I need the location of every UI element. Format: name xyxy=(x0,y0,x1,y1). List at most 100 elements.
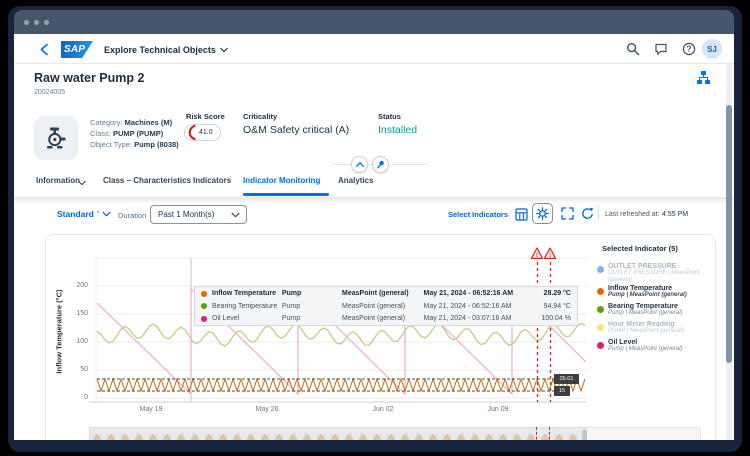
help-icon[interactable]: ? xyxy=(682,42,696,56)
gear-icon xyxy=(536,207,549,220)
object-attributes: Category: Machines (M) Class: PUMP (PUMP… xyxy=(90,117,179,150)
tab-indicators[interactable]: Indicators xyxy=(193,176,232,185)
x-tick: May 19 xyxy=(139,406,163,413)
x-tick: Jun 09 xyxy=(487,406,509,413)
indicator-chart-card: Inflow Temperature (°C) 200 150 100 50 0 xyxy=(45,234,716,440)
y-tick: 150 xyxy=(76,310,88,317)
alert-lines xyxy=(536,262,552,402)
page-subtitle: 20024005 xyxy=(34,89,66,96)
tooltip-row: Inflow Temperature Pump MeasPoint (general… xyxy=(201,288,571,300)
sap-logo: SAP xyxy=(61,41,93,58)
legend-dot xyxy=(597,324,604,331)
overview-wave-pattern xyxy=(92,434,586,440)
back-icon[interactable] xyxy=(40,43,49,56)
status-label: Status xyxy=(378,112,401,121)
pin-icon xyxy=(377,160,384,169)
window-control-dot[interactable] xyxy=(34,20,39,25)
tab-class-characteristics[interactable]: Class – Characteristics xyxy=(103,176,192,185)
series-dot xyxy=(201,303,207,309)
status-value: Installed xyxy=(378,124,418,136)
criticality-value: O&M Safety critical (A) xyxy=(243,124,350,136)
series-dot xyxy=(201,290,207,297)
risk-gauge-icon xyxy=(188,124,196,141)
series-bearing-temperature xyxy=(96,322,586,347)
chart-settings-button[interactable] xyxy=(532,203,553,224)
chat-icon[interactable] xyxy=(654,42,668,56)
legend-item-oil-level[interactable]: Oil Level Pump | MeasPoint (general) xyxy=(608,339,683,352)
legend-title: Selected Indicator (5) xyxy=(602,244,678,253)
x-tick: Jun 02 xyxy=(372,406,394,413)
window-control-dot[interactable] xyxy=(24,20,29,25)
tab-information[interactable]: Information xyxy=(36,176,80,185)
attribute-object-type: Object Type: Pump (8038) xyxy=(90,140,179,149)
tabbar-shadow xyxy=(14,198,734,204)
chart-plot[interactable]: ! ! xyxy=(46,235,717,440)
legend-dot xyxy=(597,266,604,273)
threshold-value-badge: 35.01 xyxy=(554,374,579,384)
threshold-lines xyxy=(97,378,554,392)
overview-alert-line xyxy=(549,427,550,440)
page-scrollbar-thumb[interactable] xyxy=(726,105,732,363)
chevron-down-icon xyxy=(220,47,228,52)
pump-icon xyxy=(47,127,66,149)
threshold-value-badge: 15 xyxy=(554,386,570,396)
selected-tab-underline xyxy=(243,193,329,196)
svg-text:!: ! xyxy=(536,253,538,259)
legend-dot xyxy=(597,288,604,295)
chevron-up-icon xyxy=(355,162,364,167)
series-oil-level xyxy=(96,287,587,396)
tab-information-chevron-icon[interactable] xyxy=(78,180,86,186)
collapse-header-button[interactable] xyxy=(351,156,368,173)
search-icon[interactable] xyxy=(626,42,640,56)
object-icon-tile xyxy=(34,116,78,160)
app-title-menu[interactable]: Explore Technical Objects xyxy=(104,41,228,58)
tooltip-row: Bearing Temperature Pump MeasPoint (genera… xyxy=(201,300,571,312)
view-selector[interactable]: Standard * xyxy=(57,207,111,221)
pin-header-button[interactable] xyxy=(372,156,389,173)
attribute-class: Class: PUMP (PUMP) xyxy=(90,129,164,138)
series-inflow xyxy=(96,377,586,393)
legend-dot xyxy=(597,342,604,349)
duration-chevron-icon xyxy=(231,212,240,217)
alert-icon[interactable]: ! xyxy=(543,247,557,259)
y-tick: 0 xyxy=(84,394,88,401)
legend-item-outlet-pressure[interactable]: OUTLET PRESSURE OUTLET PRESSURE | MeasPoi… xyxy=(608,263,700,283)
criticality-label: Criticality xyxy=(243,112,278,121)
legend-item-hour-meter-reading[interactable]: Hour Meter Reading PUMP | MeasPoint (gene… xyxy=(608,321,685,334)
risk-score-chip[interactable]: 41.0 xyxy=(184,124,221,141)
window-control-dot[interactable] xyxy=(44,20,49,25)
last-refreshed-value: 4:55 PM xyxy=(662,211,689,218)
duration-label: Duration xyxy=(118,211,147,220)
table-view-icon[interactable] xyxy=(515,208,528,221)
sap-logo-text: SAP xyxy=(64,44,86,55)
svg-text:!: ! xyxy=(549,253,551,259)
chart-overview-window[interactable] xyxy=(89,427,587,440)
y-tick: 100 xyxy=(76,338,88,345)
duration-select[interactable]: Past 1 Month(s) xyxy=(150,205,247,224)
view-modified-marker: * xyxy=(96,211,100,217)
overview-waves-path xyxy=(92,434,586,440)
overview-alert-line xyxy=(536,427,537,440)
alert-icon[interactable]: ! xyxy=(530,247,544,259)
tab-analytics[interactable]: Analytics xyxy=(338,176,374,185)
attribute-category: Category: Machines (M) xyxy=(90,118,173,127)
select-indicators-link[interactable]: Select Indicators xyxy=(448,210,509,219)
tabbar-border xyxy=(14,197,734,198)
duration-value: Past 1 Month(s) xyxy=(158,210,215,219)
risk-score-value: 41.0 xyxy=(199,129,213,136)
refresh-icon[interactable] xyxy=(581,207,594,220)
legend-item-bearing-temperature[interactable]: Bearing Temperature Pump | MeasPoint (gen… xyxy=(608,303,683,316)
avatar[interactable]: SJ xyxy=(702,39,722,59)
y-tick: 50 xyxy=(80,366,88,373)
hierarchy-icon[interactable] xyxy=(696,70,711,85)
window-titlebar[interactable] xyxy=(14,10,734,34)
toolbar-divider xyxy=(598,205,599,221)
legend-item-inflow-temperature[interactable]: Inflow Temperature Pump | MeasPoint (gene… xyxy=(608,285,687,298)
y-tick: 200 xyxy=(76,282,88,289)
x-tick: May 26 xyxy=(255,406,279,413)
overview-resize-handle[interactable] xyxy=(582,430,587,440)
app-content: SAP Explore Technical Objects ? SJ Raw w… xyxy=(14,34,734,440)
tab-indicator-monitoring[interactable]: Indicator Monitoring xyxy=(243,176,321,185)
shell-bar: SAP Explore Technical Objects ? SJ xyxy=(14,34,734,64)
fullscreen-icon[interactable] xyxy=(561,207,574,220)
